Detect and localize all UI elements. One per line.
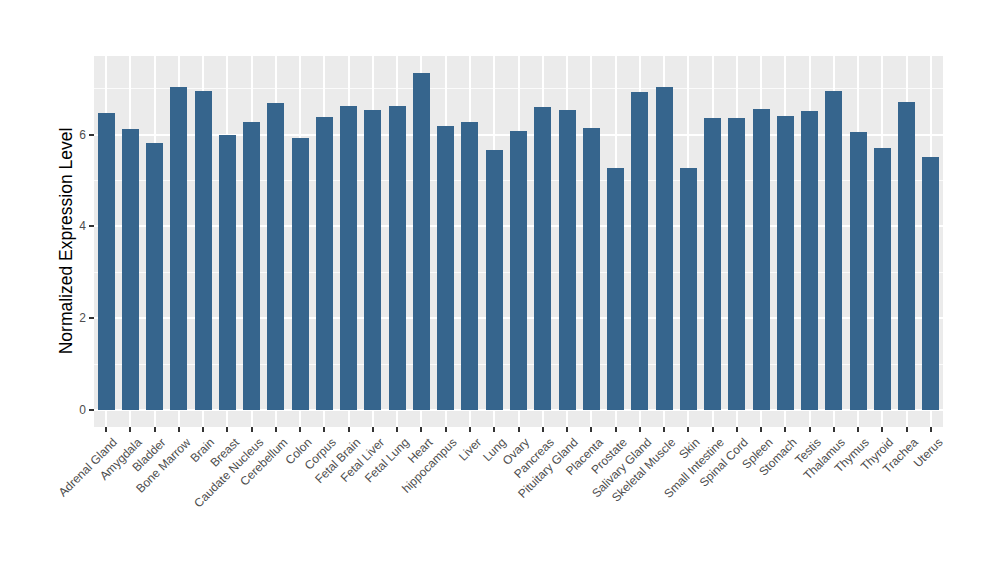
x-tick-mark <box>809 427 811 432</box>
y-tick-label: 2 <box>56 311 86 325</box>
bar-fetal-liver <box>364 110 381 410</box>
x-tick-mark <box>906 427 908 432</box>
bar-spinal-cord <box>728 118 745 410</box>
bar-liver <box>461 122 478 410</box>
x-tick-mark <box>590 427 592 432</box>
x-tick-mark <box>396 427 398 432</box>
x-tick-mark <box>372 427 374 432</box>
bar-salivary-gland <box>631 92 648 410</box>
y-tick-label: 0 <box>56 403 86 417</box>
x-tick-mark <box>639 427 641 432</box>
x-tick-mark <box>760 427 762 432</box>
x-tick-mark <box>493 427 495 432</box>
x-tick-mark <box>712 427 714 432</box>
plot-area <box>94 56 943 427</box>
bar-uterus <box>922 157 939 410</box>
x-tick-mark <box>833 427 835 432</box>
x-tick-mark <box>154 427 156 432</box>
y-tick-mark <box>89 134 94 136</box>
bar-ovary <box>510 131 527 410</box>
x-tick-mark <box>348 427 350 432</box>
x-tick-mark <box>566 427 568 432</box>
x-tick-mark <box>251 427 253 432</box>
bar-thymus <box>850 132 867 410</box>
y-tick-mark <box>89 225 94 227</box>
bar-spleen <box>753 109 770 410</box>
expression-bar-chart: Normalized Expression Level 0246 Adrenal… <box>0 0 1000 580</box>
x-tick-mark <box>736 427 738 432</box>
x-tick-mark <box>129 427 131 432</box>
bar-caudate-nucleus <box>243 122 260 410</box>
x-tick-mark <box>518 427 520 432</box>
bar-lung <box>486 150 503 410</box>
x-tick-mark <box>930 427 932 432</box>
bar-stomach <box>777 116 794 410</box>
y-tick-mark <box>89 317 94 319</box>
bar-testis <box>801 111 818 410</box>
bar-thyroid <box>874 148 891 410</box>
x-tick-mark <box>299 427 301 432</box>
x-tick-mark <box>105 427 107 432</box>
bar-amygdala <box>122 129 139 410</box>
bar-colon <box>292 138 309 410</box>
x-tick-mark <box>275 427 277 432</box>
bar-pituitary-gland <box>559 110 576 410</box>
x-tick-label: Liver <box>457 436 485 464</box>
x-tick-mark <box>881 427 883 432</box>
bar-trachea <box>898 102 915 410</box>
bar-thalamus <box>825 91 842 410</box>
bar-heart <box>413 73 430 410</box>
y-tick-label: 4 <box>56 219 86 233</box>
bar-pancreas <box>534 107 551 410</box>
x-tick-mark <box>542 427 544 432</box>
bar-corpus <box>316 117 333 410</box>
bar-brain <box>195 91 212 410</box>
bar-small-intestine <box>704 118 721 410</box>
x-tick-mark <box>615 427 617 432</box>
bar-adrenal-gland <box>98 113 115 410</box>
bar-fetal-lung <box>389 106 406 410</box>
x-tick-mark <box>202 427 204 432</box>
y-tick-label: 6 <box>56 128 86 142</box>
x-tick-mark <box>784 427 786 432</box>
bar-breast <box>219 135 236 410</box>
x-tick-mark <box>420 427 422 432</box>
x-tick-mark <box>469 427 471 432</box>
bar-skeletal-muscle <box>656 87 673 410</box>
y-tick-mark <box>89 409 94 411</box>
x-tick-mark <box>323 427 325 432</box>
bar-bladder <box>146 143 163 410</box>
x-tick-mark <box>226 427 228 432</box>
bar-prostate <box>607 168 624 410</box>
x-tick-mark <box>445 427 447 432</box>
x-tick-mark <box>857 427 859 432</box>
bar-hippocampus <box>437 126 454 410</box>
x-tick-mark <box>178 427 180 432</box>
bar-placenta <box>583 128 600 410</box>
bar-bone-marrow <box>170 87 187 410</box>
x-tick-mark <box>687 427 689 432</box>
bar-cerebellum <box>267 103 284 410</box>
x-tick-mark <box>663 427 665 432</box>
bar-fetal-brain <box>340 106 357 410</box>
bar-skin <box>680 168 697 410</box>
